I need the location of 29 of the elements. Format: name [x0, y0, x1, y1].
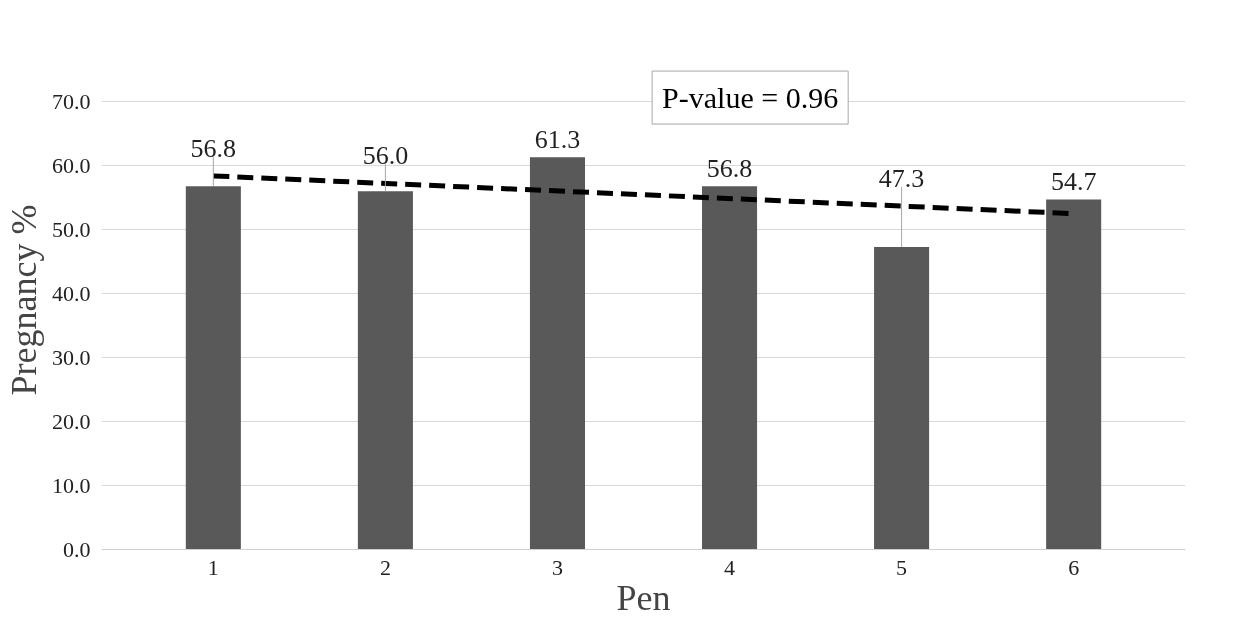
x-tick-label: 3	[551, 554, 563, 580]
bar	[1046, 199, 1102, 550]
data-label: 56.0	[362, 141, 409, 171]
bar	[702, 186, 758, 550]
y-tick-label: 40.0	[52, 280, 91, 306]
x-tick-label: 6	[1068, 554, 1080, 580]
y-tick-label: 30.0	[52, 344, 91, 370]
data-label: 56.8	[706, 153, 753, 183]
data-label: 47.3	[878, 163, 925, 193]
annotation: P-value = 0.96	[662, 81, 839, 115]
x-tick-label: 2	[379, 554, 391, 580]
y-tick-label: 50.0	[52, 216, 91, 242]
data-label: 61.3	[534, 124, 581, 154]
y-axis-title: Pregnancy %	[4, 204, 44, 396]
bar	[357, 191, 413, 550]
y-tick-label: 60.0	[52, 152, 91, 178]
data-label: 54.7	[1050, 166, 1097, 196]
y-tick-label: 70.0	[52, 88, 91, 114]
x-tick-label: 1	[207, 554, 219, 580]
x-axis-title: Pen	[616, 577, 671, 618]
bar	[185, 186, 241, 550]
x-tick-label: 5	[896, 554, 908, 580]
y-tick-label: 10.0	[52, 472, 91, 498]
bar	[529, 157, 585, 550]
data-label: 56.8	[190, 133, 237, 163]
x-tick-label: 4	[724, 554, 736, 580]
y-tick-label: 20.0	[52, 408, 91, 434]
bar	[874, 246, 930, 550]
y-tick-label: 0.0	[63, 536, 91, 562]
